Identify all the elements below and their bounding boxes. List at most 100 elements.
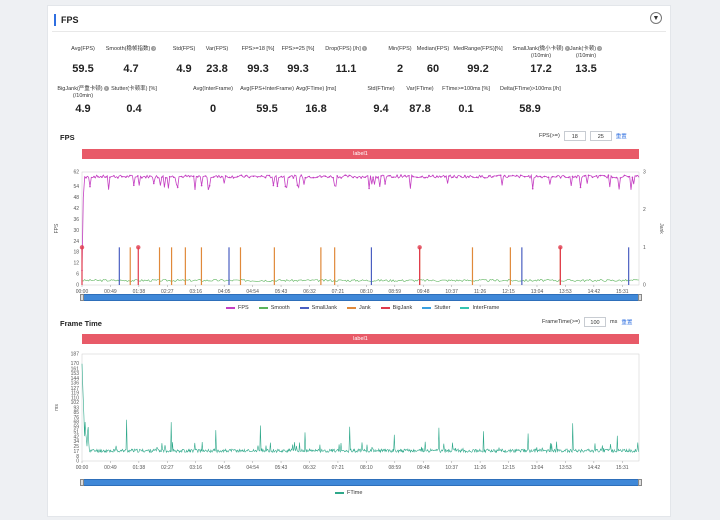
frametime-threshold-input[interactable]: 100 [584, 317, 606, 327]
fps-point [555, 175, 558, 178]
ft-ytick-label: 110 [71, 396, 79, 402]
ft-ytick-label: 93 [73, 405, 79, 411]
fps-xtick-label: 10:37 [445, 289, 458, 295]
fps-point [503, 174, 506, 177]
legend-item-bigjank[interactable]: BigJank [380, 305, 412, 311]
metric-label: FTime>=100ms [%] [442, 86, 490, 92]
metric-value: 87.8 [409, 103, 431, 115]
ft-xtick-label: 13:04 [531, 465, 544, 471]
metric-label: Avg(FTime) [ms] [295, 86, 337, 92]
fps-point [484, 177, 486, 179]
help-icon[interactable]: ? [103, 86, 109, 92]
metric-r2-3: Avg(FPS+InterFrame) 59.5 [237, 86, 297, 115]
frametime-chart[interactable]: 0817253442515968768593102110119127136144… [48, 346, 672, 481]
metric-r1-3: Var(FPS) 23.8 [187, 46, 247, 75]
fps-point [176, 186, 179, 189]
legend-item-ftime[interactable]: FTime [335, 490, 362, 496]
help-icon[interactable]: ? [361, 46, 367, 52]
fps-point [101, 176, 103, 178]
fps-point [244, 175, 247, 177]
fps-point [492, 176, 494, 178]
ft-xtick-label: 00:00 [76, 465, 89, 471]
fps-point [599, 174, 602, 177]
fps-label-bar: label1 [82, 149, 639, 159]
legend-label: Stutter [434, 305, 451, 311]
metric-value: 99.3 [287, 63, 309, 75]
legend-item-stutter[interactable]: Stutter [422, 305, 450, 311]
fps-reset-button[interactable]: 重置 [615, 134, 627, 140]
legend-label: Jank [359, 305, 371, 311]
fps-point [220, 175, 223, 178]
fps-xtick-label: 03:16 [189, 289, 202, 295]
fps-point [563, 175, 566, 178]
help-icon[interactable]: ? [151, 46, 157, 52]
fps-point [424, 176, 426, 179]
ft-ytick-label: 68 [73, 420, 79, 426]
fps-point [507, 175, 510, 177]
metric-label: Median(FPS) [416, 46, 450, 52]
fps-point [515, 174, 518, 177]
fps-point [571, 175, 574, 178]
ft-xtick-label: 00:49 [104, 465, 117, 471]
ft-xtick-label: 12:15 [502, 465, 515, 471]
metric-value: 13.5 [575, 63, 597, 75]
metric-value: 99.3 [247, 63, 269, 75]
fps-point [260, 175, 263, 177]
fps-point [300, 174, 303, 176]
metric-r1-1: Smooth(稳帧指数)? 4.7 [101, 46, 161, 75]
legend-item-smalljank[interactable]: SmallJank [299, 305, 337, 311]
frametime-slider-handle-right[interactable] [638, 479, 642, 486]
fps-zoom-slider[interactable] [80, 294, 642, 301]
help-icon[interactable]: ? [564, 46, 570, 52]
legend-label: InterFrame [472, 305, 500, 311]
fps-point [452, 176, 454, 178]
bigjank-dot [79, 245, 85, 250]
metric-label-unit: (/10min) [575, 53, 597, 59]
legend-item-fps[interactable]: FPS [226, 305, 249, 311]
collapse-chevron-icon[interactable]: ▼ [650, 12, 662, 24]
ft-xtick-label: 07:21 [332, 465, 345, 471]
fps-point [587, 174, 590, 177]
fps-point [268, 174, 271, 177]
fps-ytick-label: 24 [73, 239, 79, 245]
metric-label: FPS>=18 [%] [241, 46, 275, 52]
fps-point [468, 176, 470, 178]
metric-r2-5: Std(FTime) 9.4 [351, 86, 411, 115]
metric-label: Avg(FPS+InterFrame) [240, 86, 294, 92]
fps-legend: FPS Smooth SmallJank Jank BigJank Stutter Inte… [226, 305, 499, 311]
frametime-zoom-slider[interactable] [80, 479, 642, 486]
legend-swatch [460, 307, 470, 309]
ft-xtick-label: 13:53 [559, 465, 572, 471]
metric-r1-10: SmallJank(微小卡顿)? (/10min) 17.2 [511, 46, 571, 75]
legend-item-smooth[interactable]: Smooth [258, 305, 290, 311]
jank-ytick-label: 1 [643, 245, 646, 251]
legend-swatch [335, 492, 344, 494]
fps-point [567, 176, 570, 179]
legend-item-interframe[interactable]: InterFrame [460, 305, 499, 311]
fps-point [137, 175, 139, 177]
ft-ytick-label: 144 [71, 376, 80, 382]
fps-threshold-input-2[interactable]: 25 [589, 131, 612, 141]
fps-xtick-label: 08:10 [360, 289, 373, 295]
fps-point [276, 185, 279, 188]
legend-swatch [258, 307, 268, 309]
metric-label: Jank(卡顿)? [569, 46, 603, 52]
fps-slider-handle-left[interactable] [80, 294, 84, 301]
fps-ytick-label: 0 [76, 283, 79, 289]
ft-ytick-label: 187 [71, 352, 80, 358]
frametime-reset-button[interactable]: 重置 [621, 320, 633, 326]
metric-value: 99.2 [467, 63, 489, 75]
legend-label: FTime [347, 490, 363, 496]
fps-xtick-label: 04:54 [246, 289, 259, 295]
legend-item-jank[interactable]: Jank [347, 305, 371, 311]
help-icon[interactable]: ? [597, 46, 603, 52]
ft-ytick-label: 127 [71, 386, 80, 392]
fps-slider-handle-right[interactable] [638, 294, 642, 301]
metric-r1-0: Avg(FPS) 59.5 [53, 46, 113, 75]
fps-point [145, 176, 147, 179]
fps-point [420, 176, 422, 178]
fps-threshold-input-1[interactable]: 18 [563, 131, 586, 141]
frametime-slider-handle-left[interactable] [80, 479, 84, 486]
metric-r1-2: Std(FPS) 4.9 [154, 46, 214, 75]
